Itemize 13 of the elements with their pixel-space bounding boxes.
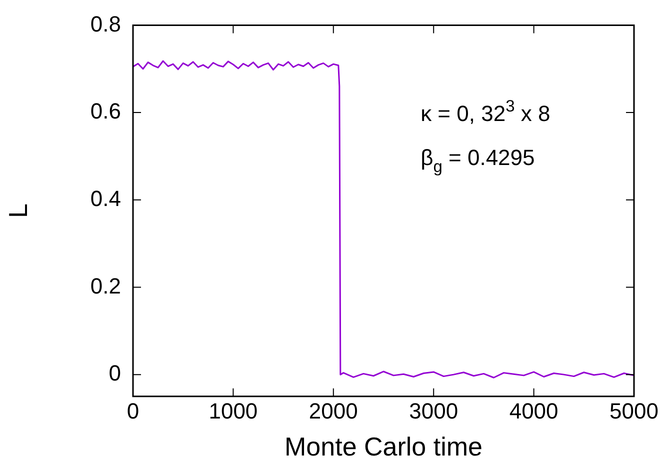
y-tick-label: 0 [108, 360, 121, 386]
x-tick-label: 0 [126, 398, 140, 424]
y-tick-label: 0.6 [90, 98, 121, 124]
y-tick-label: 0.4 [90, 186, 121, 211]
x-tick-label: 3000 [409, 398, 458, 424]
x-tick-label: 5000 [610, 398, 658, 424]
x-tick-label: 2000 [308, 398, 358, 424]
x-axis-title: Monte Carlo time [284, 432, 482, 462]
y-tick-label: 0.8 [90, 11, 121, 36]
x-tick-label: 4000 [509, 398, 558, 424]
x-tick-label: 1000 [208, 398, 258, 424]
y-axis-title: L [2, 204, 33, 218]
y-tick-label: 0.2 [90, 273, 121, 298]
